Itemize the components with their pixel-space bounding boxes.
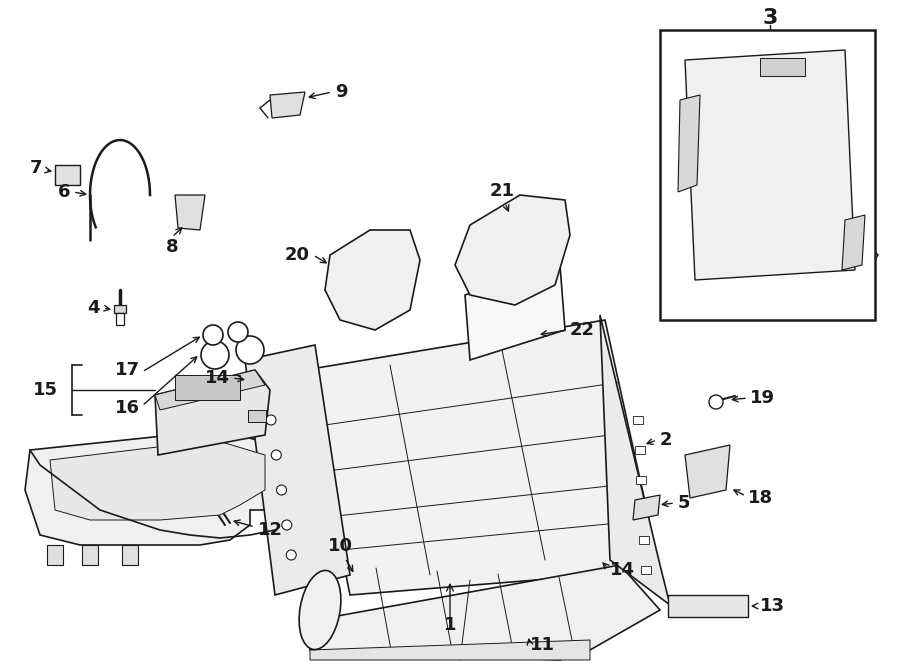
Bar (55, 165, 80, 185)
Bar (637, 506, 647, 514)
Circle shape (276, 485, 286, 495)
Circle shape (236, 336, 264, 364)
Bar (636, 476, 646, 484)
Text: 2: 2 (660, 431, 672, 449)
Text: 9: 9 (335, 83, 347, 101)
Text: 22: 22 (570, 321, 595, 339)
Polygon shape (155, 370, 265, 410)
Text: 14: 14 (205, 369, 230, 387)
Bar (641, 566, 651, 574)
Text: 12: 12 (258, 521, 283, 539)
Polygon shape (685, 445, 730, 498)
Bar (47, 545, 63, 565)
Text: 13: 13 (760, 597, 785, 615)
Text: 21: 21 (490, 182, 515, 200)
Text: 6: 6 (58, 183, 70, 201)
Polygon shape (245, 345, 350, 595)
Text: 7: 7 (30, 159, 42, 177)
Circle shape (201, 341, 229, 369)
Circle shape (203, 325, 223, 345)
Bar (634, 446, 644, 454)
Text: 17: 17 (115, 361, 140, 379)
Circle shape (286, 550, 296, 560)
Bar (633, 416, 643, 424)
Polygon shape (155, 370, 270, 455)
Bar (639, 536, 649, 544)
Polygon shape (305, 320, 660, 595)
Text: 1: 1 (444, 616, 456, 634)
Text: 18: 18 (748, 489, 773, 507)
Polygon shape (842, 215, 865, 270)
Polygon shape (465, 265, 565, 360)
Polygon shape (455, 195, 570, 305)
Bar (175, 375, 240, 400)
Polygon shape (175, 195, 205, 230)
Circle shape (709, 395, 723, 409)
Polygon shape (270, 92, 305, 118)
Bar (114, 305, 126, 313)
Bar (116, 313, 124, 325)
Text: 8: 8 (166, 238, 178, 256)
Polygon shape (310, 565, 660, 660)
Polygon shape (325, 230, 420, 330)
Bar (660, 30, 875, 320)
Polygon shape (600, 315, 670, 605)
Circle shape (282, 520, 292, 530)
Text: 16: 16 (115, 399, 140, 417)
Polygon shape (310, 640, 590, 660)
Text: 3: 3 (762, 8, 778, 28)
Bar (122, 545, 138, 565)
Text: 14: 14 (610, 561, 635, 579)
Circle shape (228, 322, 248, 342)
Text: 19: 19 (750, 389, 775, 407)
Polygon shape (633, 495, 660, 520)
Bar (760, 58, 805, 76)
Bar (668, 595, 748, 617)
Polygon shape (685, 50, 855, 280)
Text: 10: 10 (328, 537, 353, 555)
Bar (82, 545, 98, 565)
Text: 15: 15 (33, 381, 58, 399)
Polygon shape (678, 95, 700, 192)
Polygon shape (25, 430, 280, 545)
Text: 4: 4 (87, 299, 100, 317)
Bar (248, 410, 266, 422)
Text: 20: 20 (285, 246, 310, 264)
Polygon shape (50, 440, 265, 520)
Circle shape (266, 415, 276, 425)
Circle shape (271, 450, 281, 460)
Ellipse shape (299, 570, 341, 650)
Text: 5: 5 (678, 494, 690, 512)
Text: 11: 11 (530, 636, 555, 654)
